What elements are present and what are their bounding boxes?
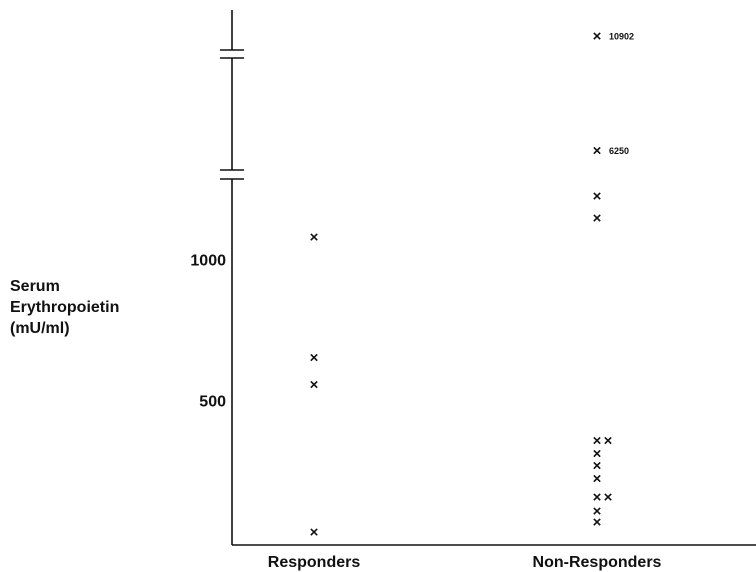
point: × xyxy=(593,188,602,205)
point: × xyxy=(593,143,602,160)
point: × xyxy=(310,349,319,366)
y-tick-label: 500 xyxy=(199,394,226,411)
y-axis-label: Serum Erythropoietin (mU/ml) xyxy=(10,278,120,337)
point: × xyxy=(593,433,602,450)
point: × xyxy=(604,489,613,506)
point: × xyxy=(593,489,602,506)
point: × xyxy=(593,458,602,475)
point: × xyxy=(593,210,602,227)
point: × xyxy=(604,433,613,450)
x-tick-label: Non-Responders xyxy=(533,554,662,571)
point: × xyxy=(593,514,602,531)
x-tick-label: Responders xyxy=(268,554,361,571)
point: × xyxy=(593,503,602,520)
point: × xyxy=(593,446,602,463)
data-label: 10902 xyxy=(609,31,634,41)
data-label: 6250 xyxy=(609,146,629,156)
point: × xyxy=(593,28,602,45)
point: × xyxy=(310,524,319,541)
y-tick-label: 1000 xyxy=(190,252,226,269)
point: × xyxy=(593,471,602,488)
point: × xyxy=(310,377,319,394)
point: × xyxy=(310,229,319,246)
